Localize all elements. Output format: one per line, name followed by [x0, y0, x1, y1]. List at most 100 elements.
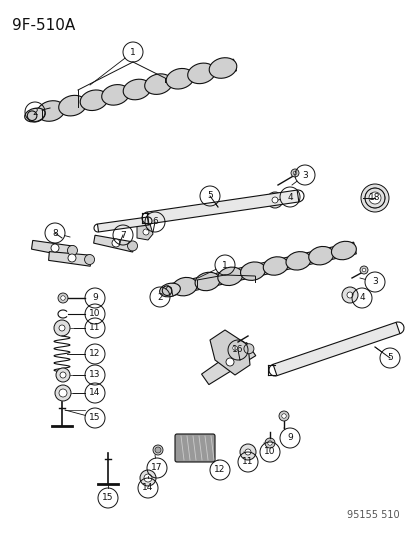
Ellipse shape: [240, 262, 265, 280]
Text: 7: 7: [120, 230, 126, 239]
Ellipse shape: [263, 257, 287, 275]
Ellipse shape: [331, 241, 356, 260]
Circle shape: [58, 293, 68, 303]
Text: 1: 1: [222, 261, 227, 270]
Circle shape: [243, 344, 253, 354]
Circle shape: [264, 438, 274, 448]
Text: 18: 18: [368, 193, 380, 203]
Ellipse shape: [217, 267, 242, 286]
Text: 14: 14: [89, 389, 100, 398]
Text: 5: 5: [206, 191, 212, 200]
Circle shape: [281, 414, 285, 418]
Circle shape: [154, 447, 161, 453]
Text: 15: 15: [102, 494, 114, 503]
Circle shape: [266, 192, 282, 208]
Text: 11: 11: [242, 457, 253, 466]
Circle shape: [278, 411, 288, 421]
Polygon shape: [209, 330, 249, 375]
Text: 3: 3: [301, 171, 307, 180]
Ellipse shape: [25, 108, 45, 122]
Text: 5: 5: [386, 353, 392, 362]
Circle shape: [144, 474, 152, 482]
Circle shape: [140, 470, 156, 486]
Text: 6: 6: [152, 217, 157, 227]
Text: 10: 10: [263, 448, 275, 456]
Text: 11: 11: [89, 324, 100, 333]
Ellipse shape: [80, 90, 107, 110]
Text: 13: 13: [89, 370, 100, 379]
Circle shape: [244, 449, 250, 455]
Text: 12: 12: [214, 465, 225, 474]
Text: 3: 3: [371, 278, 377, 287]
Circle shape: [51, 244, 59, 252]
Polygon shape: [201, 343, 255, 385]
Circle shape: [56, 368, 70, 382]
Polygon shape: [137, 224, 153, 240]
Text: 12: 12: [89, 350, 100, 359]
Circle shape: [360, 184, 388, 212]
Polygon shape: [97, 217, 148, 232]
Circle shape: [155, 448, 160, 452]
Polygon shape: [93, 235, 134, 252]
Ellipse shape: [172, 278, 197, 296]
Ellipse shape: [166, 68, 193, 89]
Text: 9F-510A: 9F-510A: [12, 18, 75, 33]
Text: 8: 8: [52, 229, 58, 238]
Ellipse shape: [187, 63, 215, 84]
Circle shape: [68, 254, 76, 262]
Circle shape: [55, 385, 71, 401]
Circle shape: [59, 389, 67, 397]
Circle shape: [290, 169, 298, 177]
Circle shape: [60, 372, 66, 378]
Circle shape: [112, 239, 120, 247]
Ellipse shape: [209, 58, 236, 78]
Circle shape: [368, 192, 380, 204]
Circle shape: [361, 268, 365, 272]
Ellipse shape: [59, 95, 86, 116]
Circle shape: [359, 266, 367, 274]
Circle shape: [346, 292, 352, 298]
Text: 1: 1: [130, 47, 135, 56]
Circle shape: [127, 241, 137, 251]
Ellipse shape: [285, 252, 310, 270]
Polygon shape: [31, 240, 74, 257]
Circle shape: [67, 246, 77, 255]
Circle shape: [292, 171, 296, 175]
Text: 4: 4: [358, 294, 364, 303]
Circle shape: [230, 343, 240, 353]
Circle shape: [271, 197, 277, 203]
Text: 95155 510: 95155 510: [347, 510, 399, 520]
Circle shape: [225, 358, 233, 366]
Text: 2: 2: [157, 293, 162, 302]
Circle shape: [59, 325, 65, 331]
Text: 9: 9: [287, 433, 292, 442]
Circle shape: [27, 111, 37, 120]
Circle shape: [153, 445, 163, 455]
Text: 16: 16: [232, 345, 243, 354]
Text: 9: 9: [92, 294, 97, 303]
Ellipse shape: [145, 74, 172, 94]
Circle shape: [142, 229, 149, 235]
Ellipse shape: [37, 101, 65, 122]
Text: 10: 10: [89, 310, 100, 319]
Text: 15: 15: [89, 414, 100, 423]
Circle shape: [240, 444, 255, 460]
Circle shape: [341, 287, 357, 303]
Ellipse shape: [102, 85, 129, 105]
Polygon shape: [147, 190, 298, 224]
Circle shape: [232, 346, 237, 350]
Text: 17: 17: [151, 464, 162, 472]
Ellipse shape: [195, 272, 219, 290]
Polygon shape: [273, 322, 399, 376]
Text: 14: 14: [142, 483, 153, 492]
Text: 4: 4: [287, 192, 292, 201]
Circle shape: [84, 255, 94, 264]
Polygon shape: [48, 252, 91, 266]
Polygon shape: [168, 242, 356, 296]
FancyBboxPatch shape: [175, 434, 214, 462]
Circle shape: [54, 320, 70, 336]
Polygon shape: [33, 59, 236, 121]
Ellipse shape: [123, 79, 150, 100]
Ellipse shape: [159, 283, 180, 297]
Ellipse shape: [308, 246, 333, 265]
